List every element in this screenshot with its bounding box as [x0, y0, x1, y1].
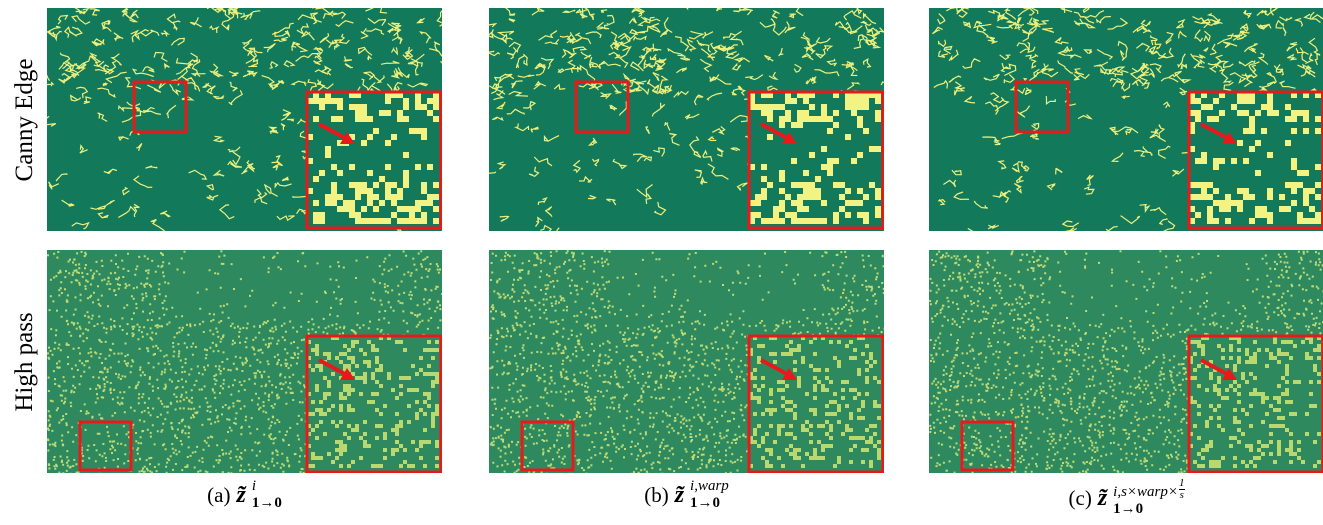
subscript: 1→0 [690, 495, 729, 512]
subscript: 1→0 [252, 495, 282, 512]
image-panel [929, 8, 1323, 231]
caption-symbol: z̃ [675, 482, 684, 509]
caption-symbol: z̃ [1098, 485, 1107, 512]
image-panel [489, 8, 884, 231]
caption-label: (a) [207, 483, 230, 508]
image-panel [929, 250, 1323, 473]
superscript: i,s×warp× [1113, 484, 1178, 501]
image-panel [489, 250, 884, 473]
subscript: 1→0 [1113, 501, 1184, 518]
row-label: High pass [11, 312, 39, 411]
figure: Canny EdgeHigh pass(a)z̃i1→0(b)z̃i,warp1… [0, 0, 1323, 525]
image-panel [47, 8, 442, 231]
caption-label: (b) [644, 483, 669, 508]
superscript-group: i,warp [690, 478, 729, 495]
superscript: i [252, 478, 256, 495]
caption-symbol: z̃ [236, 482, 245, 509]
superscript: i,warp [690, 478, 729, 495]
caption-label: (c) [1069, 486, 1092, 511]
denominator: s [1179, 490, 1185, 501]
superscript-group: i [252, 478, 282, 495]
row-label: Canny Edge [11, 58, 39, 181]
image-panel [47, 250, 442, 473]
